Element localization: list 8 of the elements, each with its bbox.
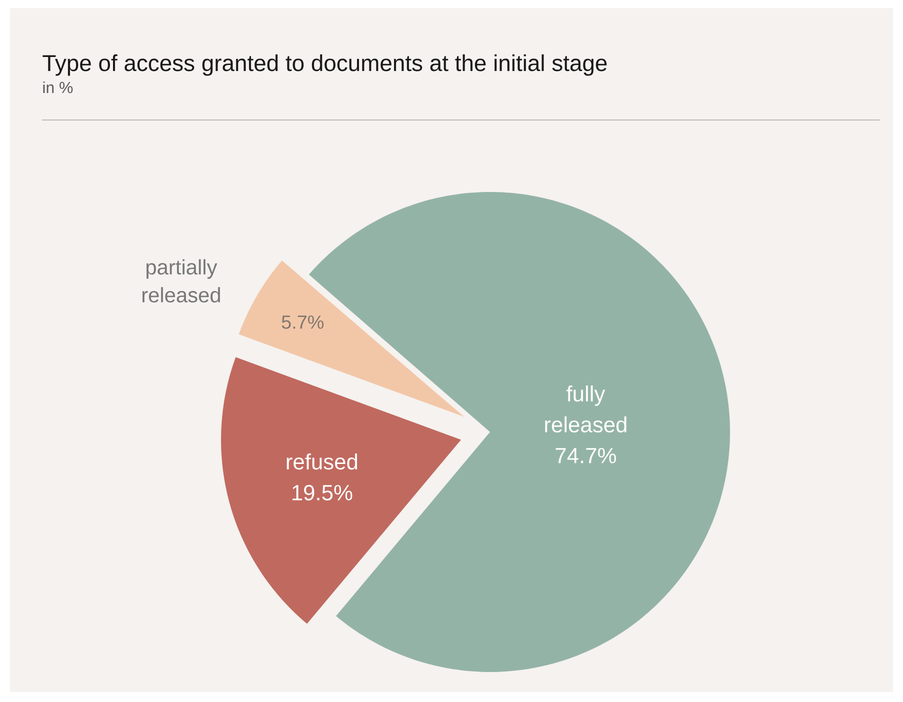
slice-label: fully released xyxy=(545,385,626,432)
data-label: 19.5% xyxy=(292,484,352,500)
data-label: 5.7% xyxy=(282,315,324,329)
chart-subtitle: in % xyxy=(43,81,73,94)
chart-title: Type of access granted to documents at the initial stage xyxy=(42,54,607,76)
data-label: 74.7% xyxy=(556,448,616,464)
slice-label: refused xyxy=(286,453,358,470)
slice-label: partially released xyxy=(142,259,220,302)
